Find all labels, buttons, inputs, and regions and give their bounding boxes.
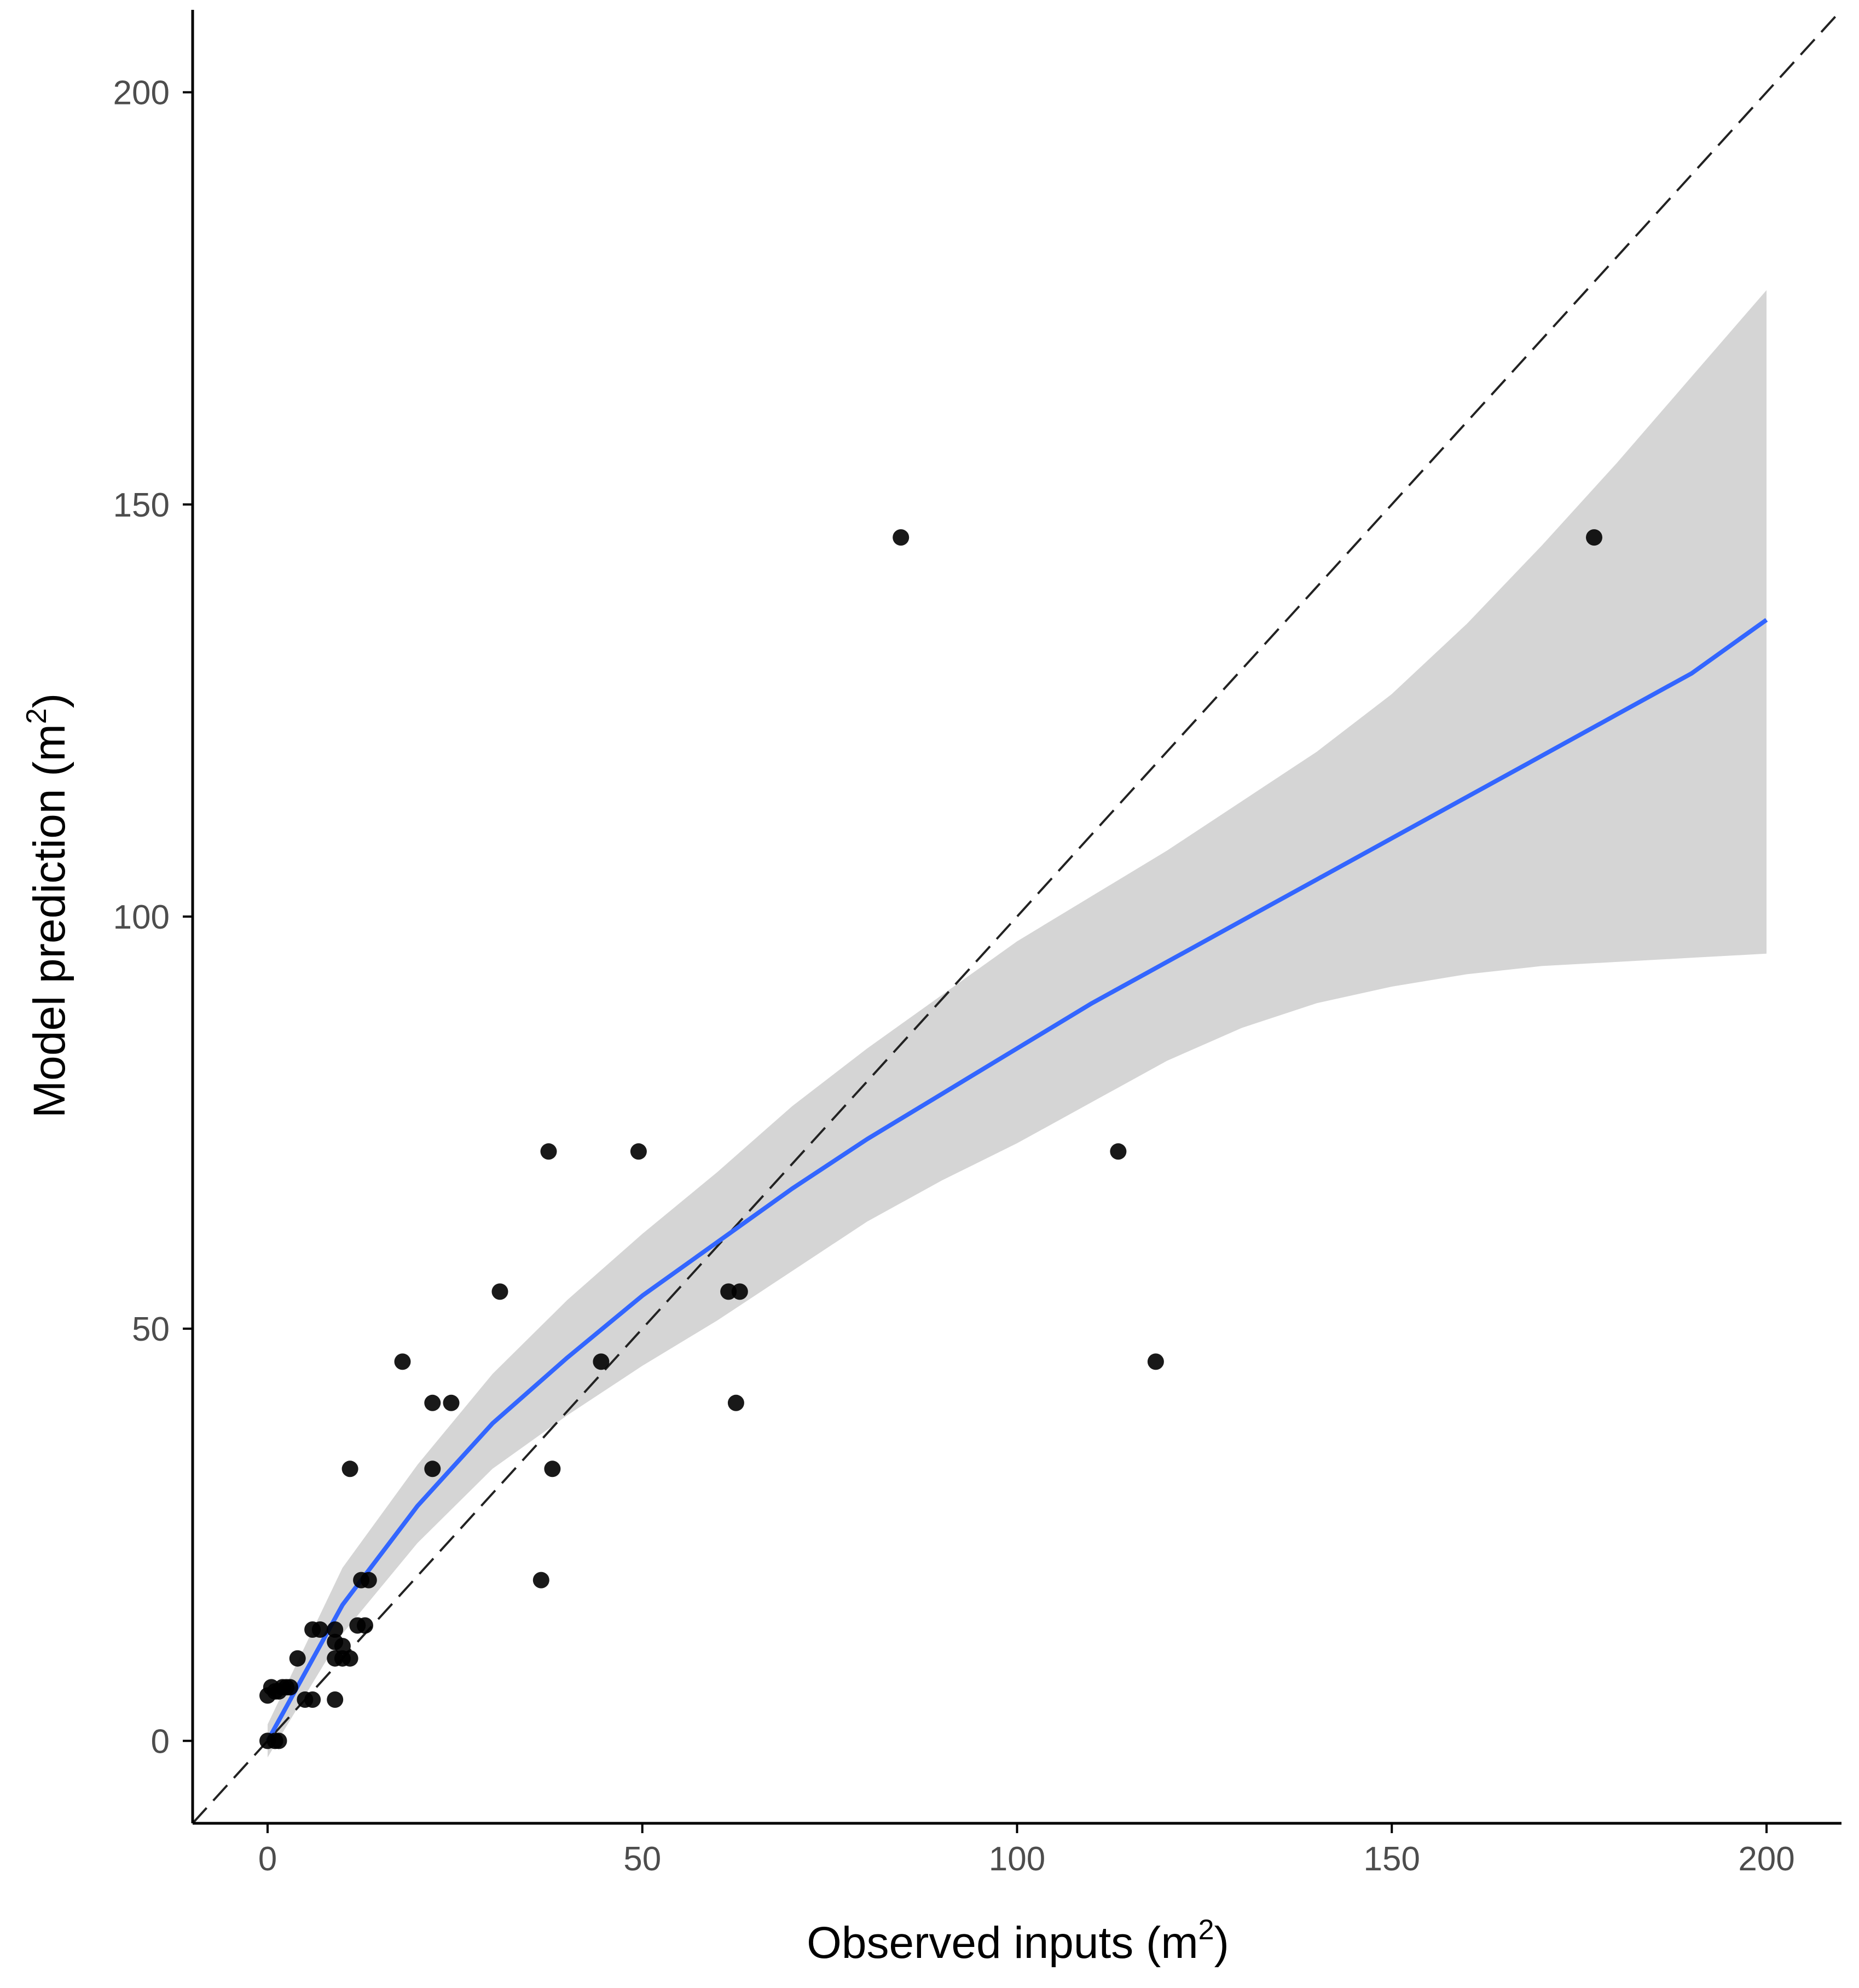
data-point-35 [593,1353,610,1370]
data-point-27 [394,1353,411,1370]
plot-area [192,9,1843,1824]
x-tick-label-200: 200 [1738,1840,1794,1878]
x-tick-label-50: 50 [623,1840,661,1878]
data-point-39 [731,1283,748,1300]
data-point-9 [282,1679,298,1696]
data-point-30 [443,1394,460,1411]
data-point-29 [424,1394,441,1411]
y-axis-unit-sup: 2 [21,708,53,724]
data-point-26 [360,1572,377,1589]
axis-labels: Observed inputs (m2) Model prediction (m… [21,693,1229,1968]
data-point-21 [341,1650,358,1667]
x-tick-label-150: 150 [1364,1840,1420,1878]
data-point-28 [424,1460,441,1477]
data-point-32 [532,1572,549,1589]
x-tick-label-0: 0 [258,1840,277,1878]
data-point-31 [491,1283,508,1300]
x-axis-title: Observed inputs (m2) [807,1914,1229,1968]
smooth-line [265,618,1768,1742]
y-axis-title: Model prediction (m2) [21,693,74,1118]
data-point-34 [544,1460,561,1477]
data-point-40 [893,529,910,546]
data-point-42 [1147,1353,1164,1370]
data-point-38 [727,1394,744,1411]
data-point-10 [289,1650,306,1667]
x-axis-unit-sup: 2 [1198,1914,1214,1946]
x-axis-unit: m [1161,1918,1198,1968]
y-axis-title-text: Model prediction [25,789,74,1118]
y-axis-unit: m [25,724,74,761]
y-tick-label-200: 200 [113,74,170,112]
data-point-18 [327,1621,344,1638]
data-point-41 [1110,1143,1127,1160]
data-point-14 [311,1621,328,1638]
y-tick-label-0: 0 [151,1723,170,1760]
data-point-25 [357,1617,373,1634]
data-point-15 [327,1691,344,1708]
confidence-band [268,290,1767,1758]
x-tick-label-100: 100 [989,1840,1045,1878]
data-point-20 [334,1638,351,1655]
data-point-33 [540,1143,557,1160]
data-point-2 [270,1732,287,1749]
axes: 0 50 100 150 200 0 50 100 150 200 [113,10,1841,1878]
y-tick-label-50: 50 [132,1311,170,1348]
data-point-36 [630,1143,647,1160]
identity-line [192,9,1843,1824]
data-point-43 [1586,529,1602,546]
y-tick-label-100: 100 [113,899,170,936]
data-point-12 [304,1691,321,1708]
data-point-22 [341,1460,358,1477]
data-point-37 [720,1283,737,1300]
y-tick-label-150: 150 [113,486,170,524]
x-axis-title-text: Observed inputs [807,1918,1133,1968]
